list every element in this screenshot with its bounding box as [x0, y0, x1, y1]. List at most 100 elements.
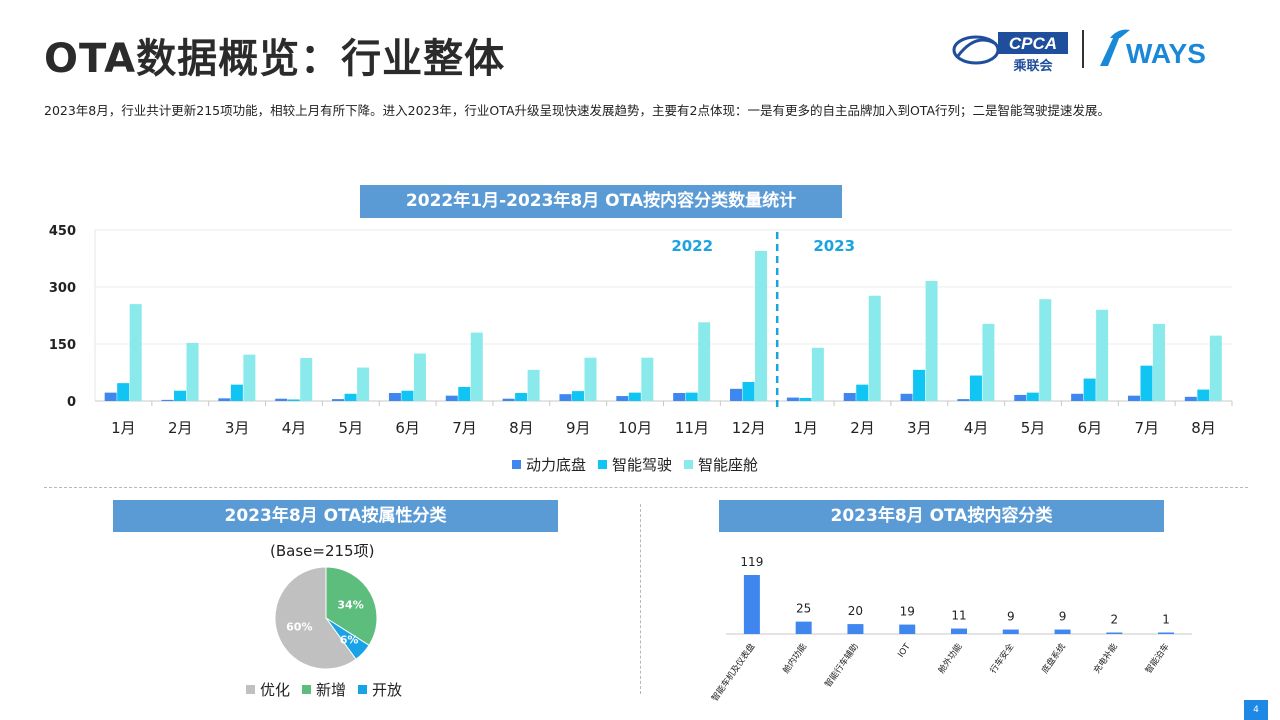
bar-cabin: [755, 250, 768, 401]
content-category-label: 智能车机及仪表盘: [709, 641, 757, 703]
bar-chassis: [1014, 394, 1027, 401]
horizontal-divider: [44, 487, 1248, 488]
content-bar: [743, 575, 760, 634]
y-tick-label: 0: [67, 395, 76, 410]
bar-adas: [174, 390, 187, 401]
bar-chassis: [332, 399, 345, 401]
page-title: OTA数据概览：行业整体: [44, 36, 506, 82]
bar-adas: [287, 399, 300, 401]
year-label-2023: 2023: [813, 237, 855, 255]
bar-cabin: [1209, 335, 1222, 401]
bar-adas: [515, 393, 528, 401]
x-tick-label: 3月: [907, 419, 932, 437]
y-tick-label: 450: [49, 224, 76, 239]
x-tick-label: 6月: [395, 419, 420, 437]
bar-cabin: [243, 354, 256, 401]
bar-chassis: [673, 393, 686, 401]
bar-cabin: [413, 353, 426, 401]
legend-swatch-adas: [598, 460, 608, 469]
pie-label-optimize: 60%: [286, 621, 312, 634]
legend-swatch-chassis: [512, 460, 521, 469]
content-category-label: IOT: [896, 641, 913, 659]
pie-label-open: 6%: [340, 634, 359, 647]
bar-chassis: [1184, 396, 1197, 401]
content-bar: [1158, 632, 1175, 634]
chart2-legend: 优化 新增 开放: [246, 679, 414, 700]
bar-adas: [799, 397, 812, 401]
bar-cabin: [357, 367, 370, 401]
bar-adas: [1083, 378, 1096, 401]
page-subtitle: 2023年8月，行业共计更新215项功能，相较上月有所下降。进入2023年，行业…: [44, 103, 1111, 118]
bar-adas: [344, 393, 357, 401]
bar-cabin: [300, 358, 313, 401]
x-tick-label: 10月: [618, 419, 652, 437]
legend-label-chassis: 动力底盘: [526, 456, 587, 474]
x-tick-label: 1月: [793, 419, 818, 437]
x-tick-label: 8月: [1191, 419, 1216, 437]
bar-adas: [458, 386, 471, 401]
bar-cabin: [186, 342, 199, 401]
legend-item-chassis: 动力底盘: [512, 454, 586, 475]
bar-cabin: [811, 347, 824, 401]
cpca-logo: CPCA 乘联会: [952, 32, 1068, 74]
chart1-legend: 动力底盘 智能驾驶 智能座舱: [512, 454, 770, 475]
bar-chassis: [957, 399, 970, 401]
bar-adas: [1197, 389, 1210, 401]
legend-label-optimize: 优化: [260, 681, 291, 699]
content-bar: [1002, 629, 1019, 634]
content-bar: [847, 624, 864, 634]
legend-item-cabin: 智能座舱: [684, 454, 758, 475]
bar-adas: [969, 375, 982, 401]
bar-chassis: [786, 397, 799, 401]
x-tick-label: 8月: [509, 419, 534, 437]
bar-adas: [742, 382, 755, 401]
cpca-logo-cn: 乘联会: [1012, 58, 1053, 74]
legend-label-adas: 智能驾驶: [612, 456, 673, 474]
bar-adas: [117, 383, 130, 401]
x-tick-label: 1月: [111, 419, 136, 437]
x-tick-label: 9月: [566, 419, 591, 437]
x-tick-label: 7月: [1134, 419, 1159, 437]
content-category-label: 底盘系统: [1039, 641, 1068, 676]
content-category-label: 行车安全: [988, 641, 1017, 676]
vertical-divider: [640, 504, 641, 694]
bar-chassis: [445, 395, 458, 401]
content-bar: [951, 628, 967, 634]
bar-adas: [230, 384, 243, 401]
legend-item-optimize: 优化: [246, 679, 290, 700]
bar-cabin: [470, 332, 483, 401]
bar-chassis: [559, 394, 572, 401]
y-tick-label: 300: [49, 281, 76, 296]
bar-chassis: [900, 393, 913, 401]
ways-logo: WAYS: [1100, 29, 1206, 69]
pie-slice-optimize: [274, 566, 357, 670]
bar-cabin: [982, 323, 995, 401]
pie-label-new: 34%: [337, 598, 363, 611]
x-tick-label: 12月: [732, 419, 766, 437]
bar-cabin: [584, 357, 597, 401]
legend-swatch-new: [302, 685, 312, 694]
content-bar: [1054, 629, 1071, 634]
chart2-title-banner: 2023年8月 OTA按属性分类: [113, 500, 558, 532]
bar-cabin: [868, 295, 881, 401]
chart1-title-banner: 2022年1月-2023年8月 OTA按内容分类数量统计: [360, 185, 842, 218]
legend-item-adas: 智能驾驶: [598, 454, 672, 475]
content-category-label: 舱内功能: [781, 641, 810, 676]
bar-chassis: [730, 388, 743, 401]
x-tick-label: 4月: [964, 419, 989, 437]
legend-swatch-open: [358, 685, 368, 694]
x-tick-label: 4月: [282, 419, 307, 437]
logo-separator: [1082, 30, 1084, 68]
legend-label-open: 开放: [372, 681, 403, 699]
content-bar-value: 20: [848, 604, 863, 618]
bar-adas: [1140, 365, 1153, 401]
bar-cabin: [1039, 299, 1052, 401]
legend-label-new: 新增: [316, 681, 347, 699]
cpca-logo-text: CPCA: [1009, 34, 1057, 53]
x-tick-label: 11月: [675, 419, 709, 437]
y-tick-label: 150: [49, 338, 76, 353]
bar-cabin: [925, 280, 938, 401]
bar-chassis: [843, 393, 856, 401]
legend-item-open: 开放: [358, 679, 402, 700]
